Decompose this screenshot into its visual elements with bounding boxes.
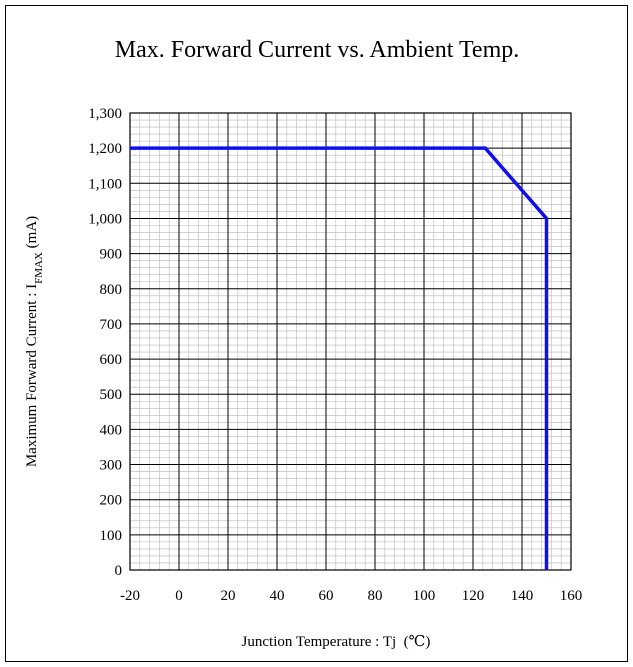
y-tick-label: 200: [100, 493, 123, 509]
y-tick-label: 500: [100, 387, 123, 403]
y-axis-label-suffix: (mA): [24, 216, 40, 252]
chart-title: Max. Forward Current vs. Ambient Temp.: [115, 37, 520, 63]
y-tick-label: 1,300: [88, 106, 122, 122]
y-axis-label: Maximum Forward Current : IFMAX (mA): [24, 216, 45, 467]
y-tick-label: 800: [100, 282, 123, 298]
major-grid: [130, 113, 571, 570]
y-tick-label: 400: [100, 422, 123, 438]
y-tick-label: 1,000: [88, 211, 122, 227]
y-tick-label: 1,200: [88, 141, 122, 157]
y-tick-labels: 0 100 200 300 400 500 600 700 800 900 1,000 1,100 1,…: [88, 106, 122, 579]
y-axis-label-subscript: FMAX: [33, 252, 45, 284]
x-tick-label: 160: [560, 588, 583, 604]
x-tick-label: 20: [221, 588, 236, 604]
x-tick-labels: -20 0 20 40 60 80 100 120 140 160: [120, 588, 582, 604]
y-tick-label: 100: [100, 528, 123, 544]
x-tick-label: 0: [175, 588, 183, 604]
x-tick-label: 140: [511, 588, 534, 604]
y-tick-label: 700: [100, 317, 123, 333]
x-tick-label: 80: [368, 588, 383, 604]
x-tick-label: 60: [319, 588, 334, 604]
x-tick-label: 120: [462, 588, 485, 604]
x-tick-label: -20: [120, 588, 140, 604]
y-tick-label: 0: [115, 563, 123, 579]
x-tick-label: 40: [270, 588, 285, 604]
plot-area-border: [130, 113, 571, 570]
y-tick-label: 300: [100, 458, 123, 474]
y-axis-label-prefix: Maximum Forward Current : I: [24, 284, 40, 467]
minor-grid: [130, 113, 571, 570]
y-tick-label: 900: [100, 247, 123, 263]
chart-svg: Max. Forward Current vs. Ambient Temp. 0…: [6, 6, 629, 663]
x-tick-label: 100: [413, 588, 436, 604]
y-tick-label: 600: [100, 352, 123, 368]
x-axis-label: Junction Temperature : Tj (℃): [242, 634, 431, 650]
chart-frame: Max. Forward Current vs. Ambient Temp. 0…: [5, 5, 628, 662]
y-tick-label: 1,100: [88, 176, 122, 192]
